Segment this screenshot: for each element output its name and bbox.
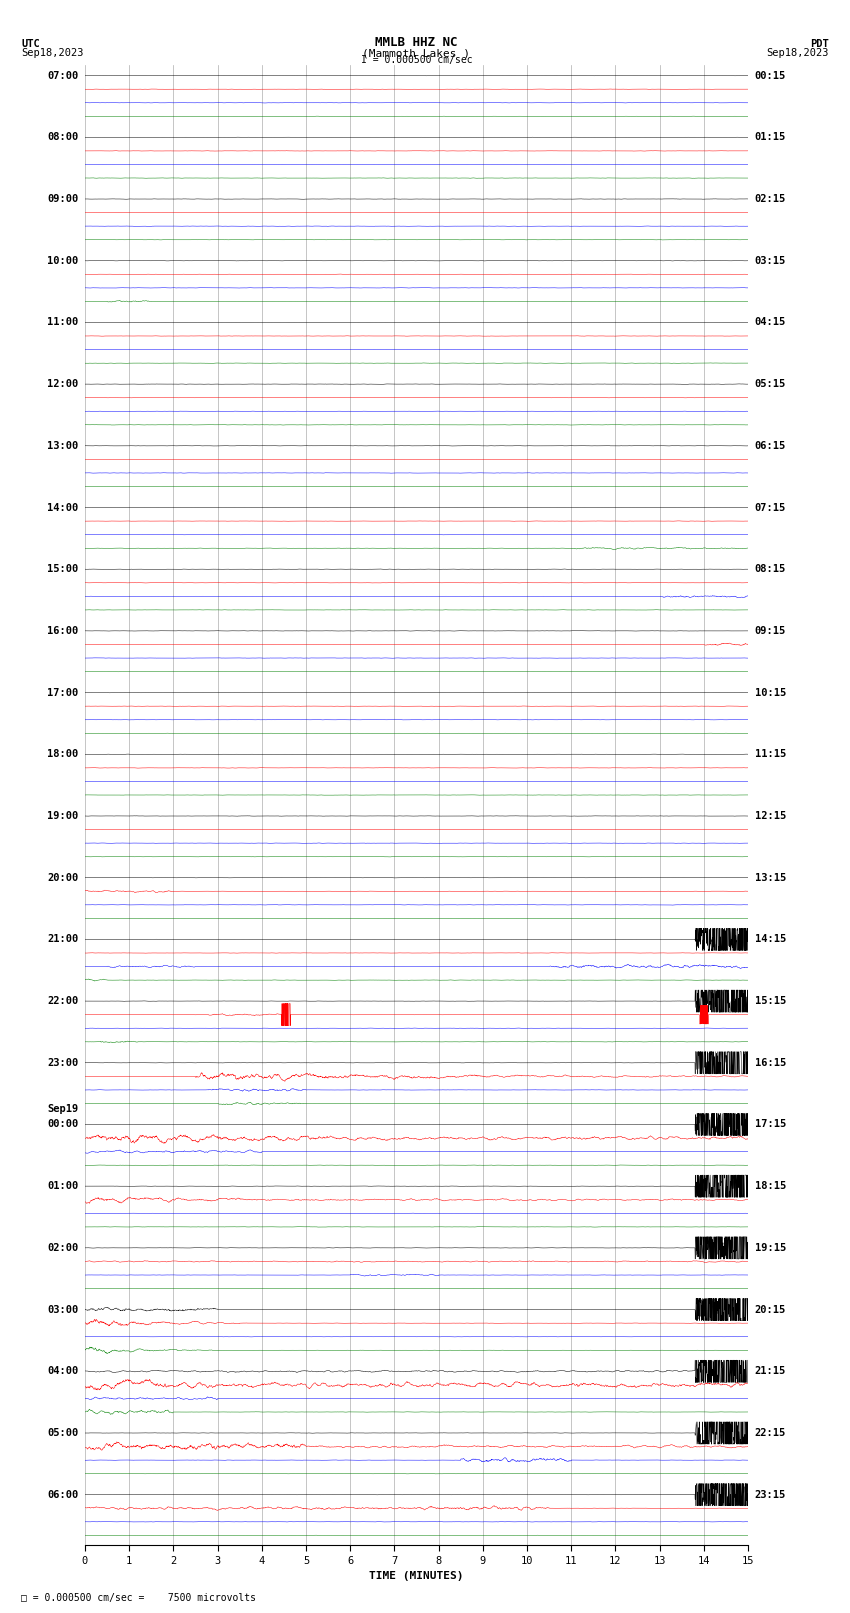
- Text: UTC: UTC: [21, 39, 40, 50]
- Text: MMLB HHZ NC: MMLB HHZ NC: [375, 35, 458, 50]
- Text: Sep19: Sep19: [47, 1103, 78, 1115]
- Text: 06:15: 06:15: [755, 440, 786, 450]
- Text: 04:15: 04:15: [755, 318, 786, 327]
- Text: 01:15: 01:15: [755, 132, 786, 142]
- Text: 12:00: 12:00: [47, 379, 78, 389]
- Text: (Mammoth Lakes ): (Mammoth Lakes ): [362, 48, 471, 58]
- Text: PDT: PDT: [810, 39, 829, 50]
- Text: 02:00: 02:00: [47, 1244, 78, 1253]
- Text: 02:15: 02:15: [755, 194, 786, 203]
- Text: 16:15: 16:15: [755, 1058, 786, 1068]
- Text: Sep18,2023: Sep18,2023: [21, 48, 84, 58]
- Text: 10:15: 10:15: [755, 687, 786, 697]
- Text: 09:00: 09:00: [47, 194, 78, 203]
- Text: 19:15: 19:15: [755, 1244, 786, 1253]
- Text: 05:00: 05:00: [47, 1428, 78, 1437]
- Text: 15:00: 15:00: [47, 565, 78, 574]
- Text: 21:00: 21:00: [47, 934, 78, 944]
- Text: 23:15: 23:15: [755, 1490, 786, 1500]
- X-axis label: TIME (MINUTES): TIME (MINUTES): [369, 1571, 464, 1581]
- Text: 21:15: 21:15: [755, 1366, 786, 1376]
- Text: 01:00: 01:00: [47, 1181, 78, 1190]
- Text: 13:00: 13:00: [47, 440, 78, 450]
- Text: 13:15: 13:15: [755, 873, 786, 882]
- Text: 09:15: 09:15: [755, 626, 786, 636]
- Text: 07:15: 07:15: [755, 503, 786, 513]
- Text: 19:00: 19:00: [47, 811, 78, 821]
- Text: 10:00: 10:00: [47, 256, 78, 266]
- Text: 22:00: 22:00: [47, 997, 78, 1007]
- Text: 07:00: 07:00: [47, 71, 78, 81]
- Text: 03:15: 03:15: [755, 256, 786, 266]
- Text: 08:00: 08:00: [47, 132, 78, 142]
- Text: I = 0.000500 cm/sec: I = 0.000500 cm/sec: [360, 55, 473, 65]
- Text: 14:00: 14:00: [47, 503, 78, 513]
- Text: 03:00: 03:00: [47, 1305, 78, 1315]
- Text: 17:15: 17:15: [755, 1119, 786, 1129]
- Text: 17:00: 17:00: [47, 687, 78, 697]
- Text: 20:15: 20:15: [755, 1305, 786, 1315]
- Text: 05:15: 05:15: [755, 379, 786, 389]
- Text: □ = 0.000500 cm/sec =    7500 microvolts: □ = 0.000500 cm/sec = 7500 microvolts: [21, 1594, 256, 1603]
- Text: Sep18,2023: Sep18,2023: [766, 48, 829, 58]
- Text: 15:15: 15:15: [755, 997, 786, 1007]
- Text: 16:00: 16:00: [47, 626, 78, 636]
- Text: 08:15: 08:15: [755, 565, 786, 574]
- Text: 00:00: 00:00: [47, 1119, 78, 1129]
- Text: 18:00: 18:00: [47, 750, 78, 760]
- Text: 04:00: 04:00: [47, 1366, 78, 1376]
- Text: 11:15: 11:15: [755, 750, 786, 760]
- Text: 00:15: 00:15: [755, 71, 786, 81]
- Text: 20:00: 20:00: [47, 873, 78, 882]
- Text: 12:15: 12:15: [755, 811, 786, 821]
- Text: 14:15: 14:15: [755, 934, 786, 944]
- Text: 11:00: 11:00: [47, 318, 78, 327]
- Text: 23:00: 23:00: [47, 1058, 78, 1068]
- Text: 06:00: 06:00: [47, 1490, 78, 1500]
- Text: 22:15: 22:15: [755, 1428, 786, 1437]
- Text: 18:15: 18:15: [755, 1181, 786, 1190]
